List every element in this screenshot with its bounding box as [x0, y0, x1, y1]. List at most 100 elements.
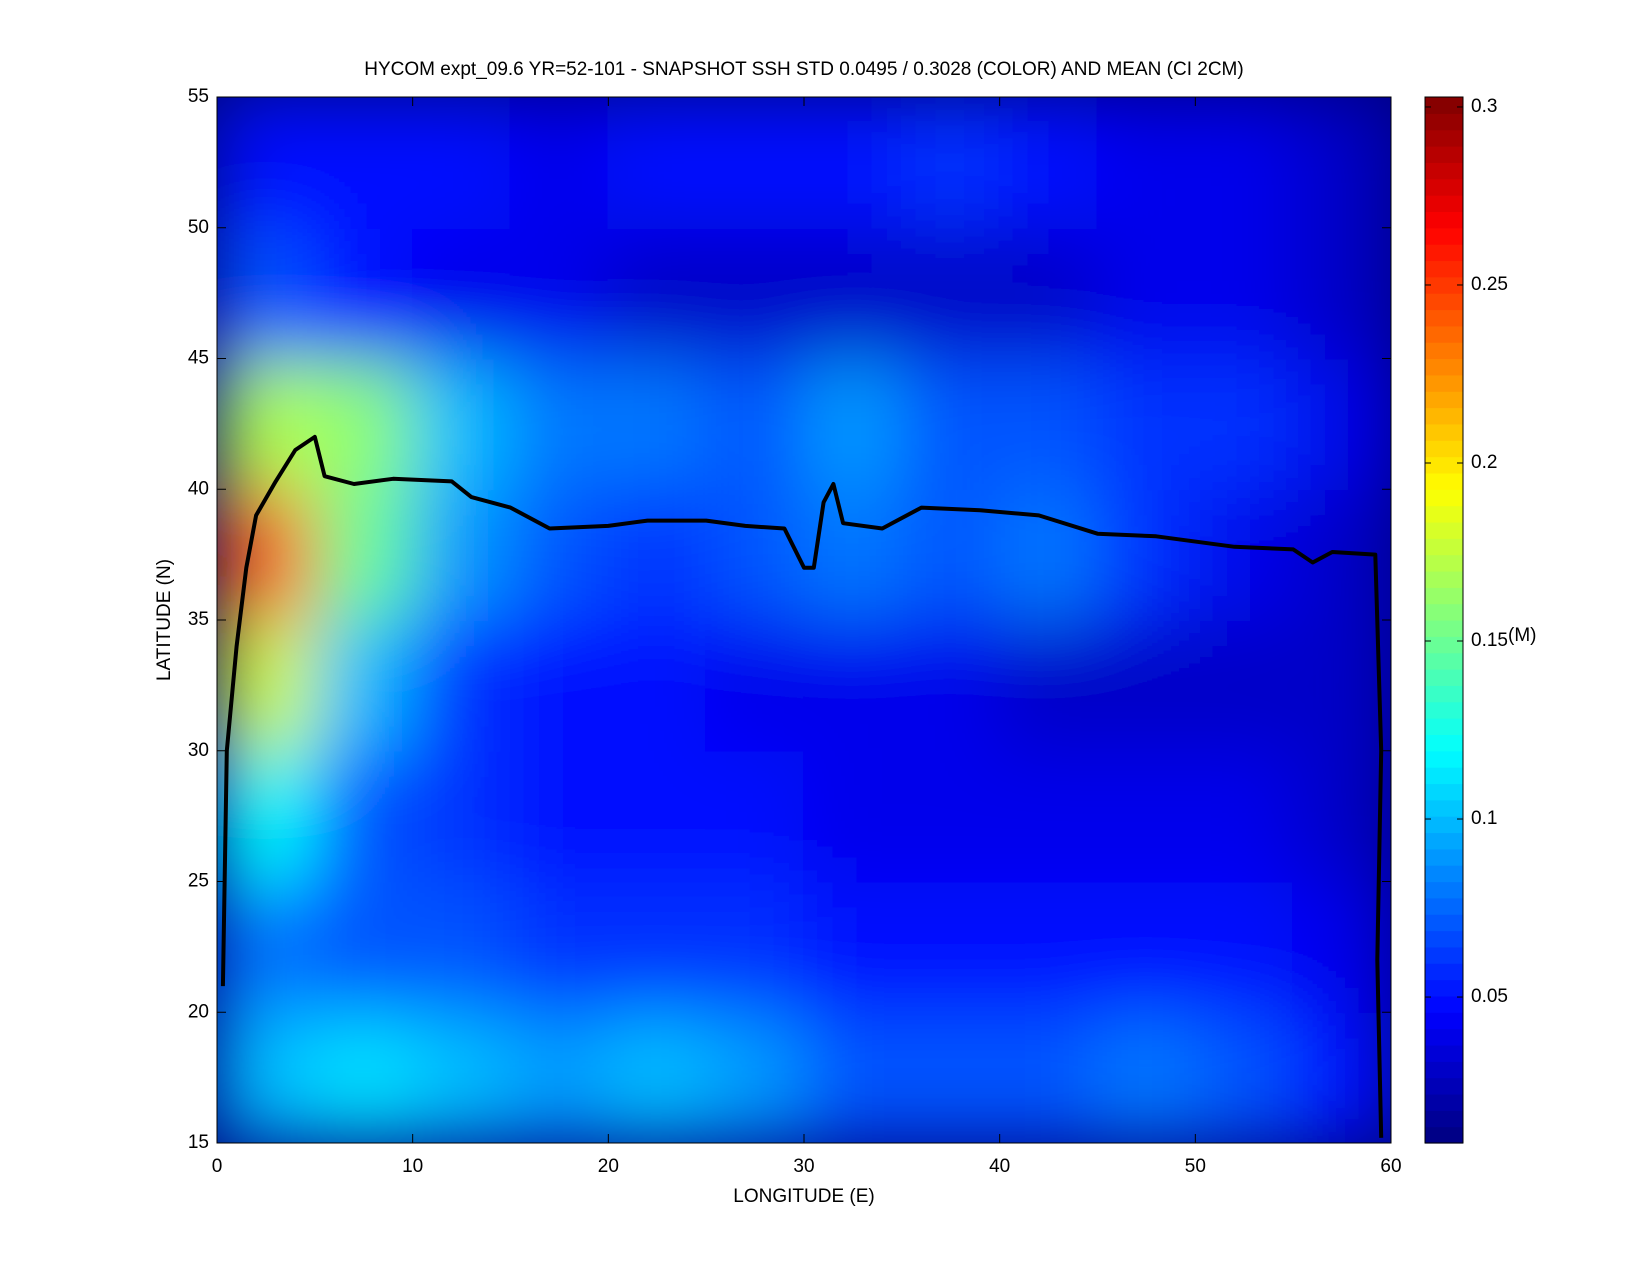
heat-cell	[998, 619, 1099, 752]
heat-cell	[411, 749, 512, 883]
heat-cell	[998, 488, 1099, 621]
heat-cell	[1292, 880, 1391, 1014]
y-tick-label: 20	[188, 1001, 209, 1022]
heat-cell	[998, 357, 1099, 491]
heat-cell	[705, 97, 805, 229]
colorbar-swatch	[1425, 178, 1463, 196]
colorbar-swatch	[1425, 816, 1463, 834]
heat-cell	[1194, 357, 1295, 491]
colorbar-swatch	[1425, 293, 1463, 311]
colorbar-swatch	[1425, 1061, 1463, 1079]
y-tick-label: 55	[188, 86, 209, 107]
colorbar-swatch	[1425, 897, 1463, 915]
colorbar-swatch	[1425, 718, 1463, 736]
heat-cell	[509, 749, 610, 883]
colorbar-swatch	[1425, 489, 1463, 507]
heat-cell	[313, 749, 414, 883]
heat-cell	[509, 226, 610, 360]
colorbar-swatch	[1425, 767, 1463, 785]
x-tick-label: 0	[212, 1156, 223, 1177]
y-tick-label: 25	[188, 871, 209, 892]
heat-cell	[705, 749, 805, 883]
heat-cell	[900, 749, 1001, 883]
colorbar-swatch	[1425, 1028, 1463, 1046]
colorbar-swatch	[1425, 374, 1463, 392]
colorbar-frame	[1424, 96, 1464, 1144]
colorbar-swatch	[1425, 669, 1463, 686]
colorbar-swatch	[1425, 930, 1463, 948]
y-tick-label: 30	[188, 740, 209, 761]
heat-cell	[803, 1011, 903, 1143]
colorbar-swatch	[1425, 309, 1463, 327]
heat-cell	[705, 226, 805, 360]
x-tick-label: 20	[598, 1156, 619, 1177]
heat-cell	[900, 226, 1001, 360]
colorbar-swatch	[1425, 946, 1463, 964]
heat-cell	[1194, 1011, 1295, 1143]
heat-cell	[1096, 357, 1197, 491]
colorbar-swatch	[1425, 1126, 1463, 1144]
colorbar-swatch	[1425, 636, 1463, 654]
heat-cell	[998, 880, 1099, 1014]
heat-cell	[705, 488, 805, 621]
heat-cell	[217, 488, 316, 621]
colorbar-swatch	[1425, 734, 1463, 752]
heat-cell	[705, 357, 805, 491]
heat-cell	[803, 97, 903, 229]
heat-cell	[607, 226, 708, 360]
heat-cell	[1096, 226, 1197, 360]
y-axis-label: LATITUDE (N)	[154, 559, 175, 681]
heat-cell	[411, 1011, 512, 1143]
colorbar-swatch	[1425, 1110, 1463, 1128]
heat-cell	[705, 619, 805, 752]
colorbar-swatch	[1425, 129, 1463, 147]
heat-cell	[705, 1011, 805, 1143]
heat-cell	[900, 97, 1001, 229]
heat-cell	[1096, 619, 1197, 752]
colorbar-tick-label: 0.15	[1471, 630, 1508, 651]
colorbar-swatch	[1425, 783, 1463, 801]
heat-cell	[803, 357, 903, 491]
heat-cell	[217, 880, 316, 1014]
colorbar-swatch	[1425, 407, 1463, 425]
plot-area	[217, 97, 1391, 1143]
heat-cell	[900, 619, 1001, 752]
heat-cell	[1194, 749, 1295, 883]
heat-cell	[1292, 357, 1391, 491]
heat-cell	[509, 357, 610, 491]
mean-contour	[220, 434, 1384, 1138]
heat-cell	[705, 880, 805, 1014]
colorbar-swatch	[1425, 570, 1463, 588]
colorbar-swatch	[1425, 587, 1463, 605]
heat-cell	[411, 880, 512, 1014]
heat-cell	[217, 749, 316, 883]
y-tick-label: 15	[188, 1132, 209, 1153]
colorbar-swatch	[1425, 521, 1463, 539]
heat-cell	[607, 1011, 708, 1143]
y-tick-label: 40	[188, 478, 209, 499]
chart-title: HYCOM expt_09.6 YR=52-101 - SNAPSHOT SSH…	[364, 59, 1243, 80]
heat-cell	[900, 880, 1001, 1014]
colorbar-swatch	[1425, 391, 1463, 409]
y-tick-label: 45	[188, 348, 209, 369]
heat-cell	[411, 226, 512, 360]
colorbar-swatch	[1425, 456, 1463, 474]
heat-cell	[509, 619, 610, 752]
colorbar-swatch	[1425, 881, 1463, 899]
colorbar-swatch	[1425, 701, 1463, 719]
colorbar-tick-label: 0.25	[1471, 274, 1508, 295]
heat-cell	[900, 1011, 1001, 1143]
heat-cell	[1292, 1011, 1391, 1143]
heat-cell	[803, 749, 903, 883]
heat-cell	[313, 1011, 414, 1143]
colorbar-swatch	[1425, 211, 1463, 229]
colorbar-swatch	[1425, 325, 1463, 343]
colorbar-swatch	[1425, 1044, 1463, 1062]
heat-cell	[803, 226, 903, 360]
heat-cell	[1194, 97, 1295, 229]
heat-cell	[509, 97, 610, 229]
heat-cell	[607, 357, 708, 491]
colorbar-swatch	[1425, 358, 1463, 376]
